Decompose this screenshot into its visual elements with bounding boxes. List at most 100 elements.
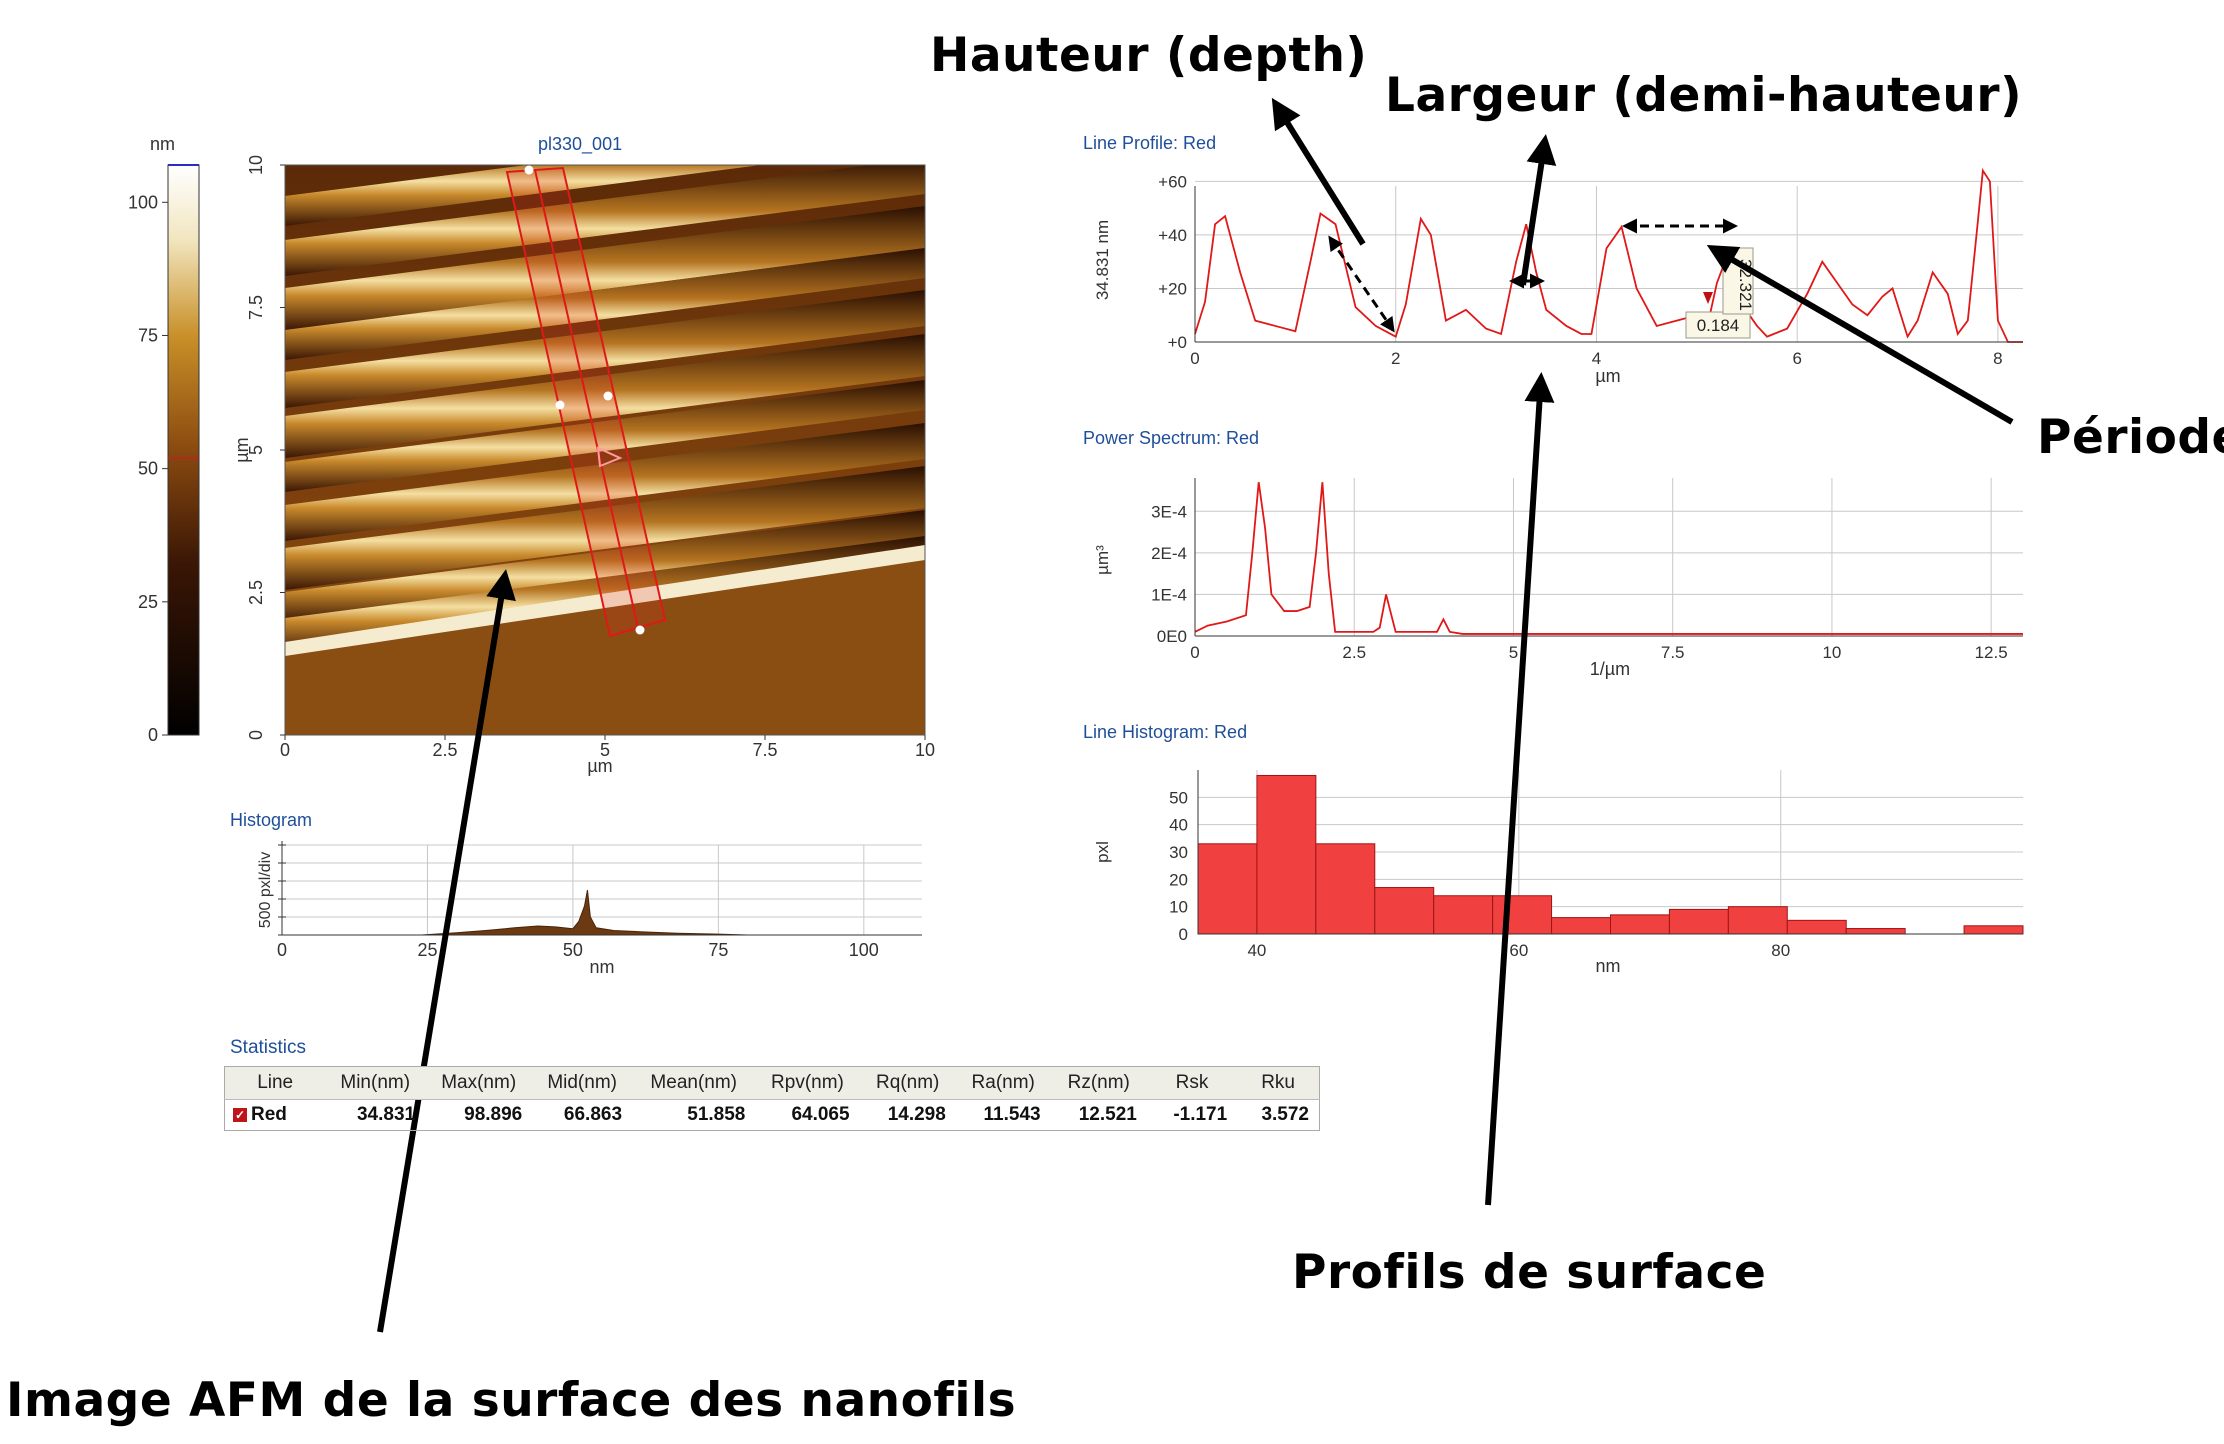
power-spectrum-y-tick: 0E0 (1157, 627, 1187, 646)
line-histogram-bar (1374, 887, 1435, 935)
power-spectrum-x-tick: 10 (1822, 643, 1841, 662)
afm-nanowire-stripe (285, 510, 925, 622)
line-histogram-x-tick: 40 (1247, 941, 1266, 960)
histogram-x-tick: 25 (417, 940, 437, 960)
statistics-cell-10: 3.572 (1237, 1099, 1320, 1131)
arrow-profils (1485, 372, 1555, 1206)
line-profile-x-tick: 6 (1792, 349, 1801, 368)
statistics-cell-3: 66.863 (532, 1099, 633, 1131)
afm-nanowire-stripe (285, 290, 925, 408)
handle-right[interactable] (603, 391, 613, 401)
arrow-image-afm (377, 569, 516, 1333)
statistics-header-0: Line (224, 1066, 326, 1100)
line-histogram-y-tick: 40 (1169, 816, 1188, 835)
line-histogram-bar (1610, 914, 1670, 935)
line-profile-x-tick: 8 (1993, 349, 2002, 368)
line-profile-series (1194, 168, 2023, 343)
power-spectrum-title: Power Spectrum: Red (1083, 428, 1260, 448)
line-profile-x-tick: 0 (1190, 349, 1199, 368)
power-spectrum-y-tick: 1E-4 (1151, 585, 1187, 604)
measure-depth (1328, 235, 1395, 333)
annotation-largeur: Largeur (demi-hauteur) (1385, 68, 2023, 123)
line-histogram-y-tick: 30 (1169, 843, 1188, 862)
line-profile-ylabel: 34.831 nm (1093, 220, 1112, 300)
line-profile-x-tick: 4 (1592, 349, 1601, 368)
handle-top[interactable] (524, 165, 534, 175)
histogram-area (421, 889, 748, 936)
afm-nanowire-stripe (285, 380, 925, 492)
line-histogram-y-tick: 50 (1169, 788, 1188, 807)
line-histogram-bar (1433, 895, 1494, 935)
histogram-ylabel: 500 pxl/div (257, 852, 274, 929)
statistics-cell-1: 34.831 (325, 1099, 426, 1131)
line-histogram-x-tick: 60 (1509, 941, 1528, 960)
profile-cursor-1[interactable]: 0.184 (1685, 292, 1751, 339)
power-spectrum-ylabel: µm³ (1093, 545, 1112, 575)
line-histogram-bar (1845, 928, 1906, 935)
line-histogram-y-tick: 10 (1169, 898, 1188, 917)
statistics-line-label: Red (251, 1104, 287, 1125)
histogram-x-tick: 75 (708, 940, 728, 960)
line-profile-title: Line Profile: Red (1083, 133, 1217, 153)
line-histogram-bar (1551, 917, 1611, 935)
statistics-header-5: Rpv(nm) (755, 1066, 860, 1100)
profile-selection-band[interactable] (505, 165, 667, 638)
colorbar-unit: nm (150, 134, 175, 154)
afm-y-tick: 7.5 (246, 295, 266, 320)
check-icon[interactable]: ✓ (233, 1107, 247, 1122)
statistics-cell-5: 64.065 (755, 1099, 860, 1131)
handle-bottom[interactable] (635, 625, 645, 635)
histogram-title: Histogram (230, 810, 313, 830)
afm-y-tick: 5 (246, 445, 266, 455)
statistics-data-row[interactable]: ✓ Red 34.831 98.896 66.863 51.858 64.065 14.298… (224, 1099, 1320, 1131)
statistics-cell-6: 14.298 (859, 1099, 956, 1131)
afm-y-tick: 0 (246, 730, 266, 740)
line-profile-y-tick: +20 (1158, 279, 1187, 298)
afm-x-unit: µm (587, 756, 612, 776)
afm-y-tick: 2.5 (246, 580, 266, 605)
power-spectrum-series (1194, 482, 2023, 635)
line-profile-x-tick: 2 (1391, 349, 1400, 368)
colorbar: nm 100 75 50 25 0 (128, 134, 200, 745)
line-histogram-title: Line Histogram: Red (1083, 722, 1248, 742)
statistics-header-7: Ra(nm) (955, 1066, 1051, 1100)
line-histogram-bar (1668, 908, 1729, 935)
line-profile-xlabel: µm (1595, 366, 1620, 386)
annotation-profils: Profils de surface (1292, 1245, 1767, 1300)
statistics-header-6: Rq(nm) (859, 1066, 956, 1100)
statistics-header-3: Mid(nm) (532, 1066, 633, 1100)
line-histogram-chart: 50 40 30 20 10 0 40 60 80 nm pxl (1093, 770, 2024, 976)
handle-left[interactable] (555, 400, 565, 410)
statistics-header-1: Min(nm) (325, 1066, 426, 1100)
afm-nanowire-stripe (285, 248, 925, 360)
line-histogram-x-tick: 80 (1771, 941, 1790, 960)
annotation-periode: Période (2037, 410, 2224, 465)
line-histogram-bar (1197, 843, 1258, 935)
histogram-chart: 0 25 50 75 100 nm 500 pxl/div (257, 841, 922, 977)
afm-x-tick: 5 (600, 740, 610, 760)
line-histogram-bar (1786, 919, 1847, 935)
arrow-hauteur (1271, 97, 1366, 246)
statistics-cell-9: -1.171 (1146, 1099, 1238, 1131)
afm-nanowire-stripe (285, 165, 762, 226)
power-spectrum-xlabel: 1/µm (1590, 659, 1630, 679)
statistics-cell-7: 11.543 (955, 1099, 1051, 1131)
afm-x-tick: 0 (280, 740, 290, 760)
statistics-cell-4: 51.858 (632, 1099, 756, 1131)
colorbar-tick-25: 25 (138, 592, 158, 612)
afm-nanowire-stripe (285, 466, 925, 590)
afm-image[interactable]: 0 2.5 5 7.5 10 0 2.5 5 7.5 10 µm µm (232, 114, 935, 776)
afm-image-title: pl330_001 (538, 134, 623, 154)
line-profile-y-tick: +0 (1168, 333, 1187, 352)
colorbar-tick-75: 75 (138, 325, 158, 345)
afm-x-tick: 10 (915, 740, 935, 760)
line-histogram-bar (1256, 774, 1317, 935)
statistics-line-name[interactable]: ✓ Red (224, 1099, 326, 1131)
statistics-title: Statistics (230, 1037, 307, 1058)
histogram-x-tick: 100 (849, 940, 879, 960)
line-histogram-xlabel: nm (1595, 956, 1620, 976)
power-spectrum-x-tick: 0 (1190, 643, 1199, 662)
afm-x-tick: 2.5 (432, 740, 457, 760)
